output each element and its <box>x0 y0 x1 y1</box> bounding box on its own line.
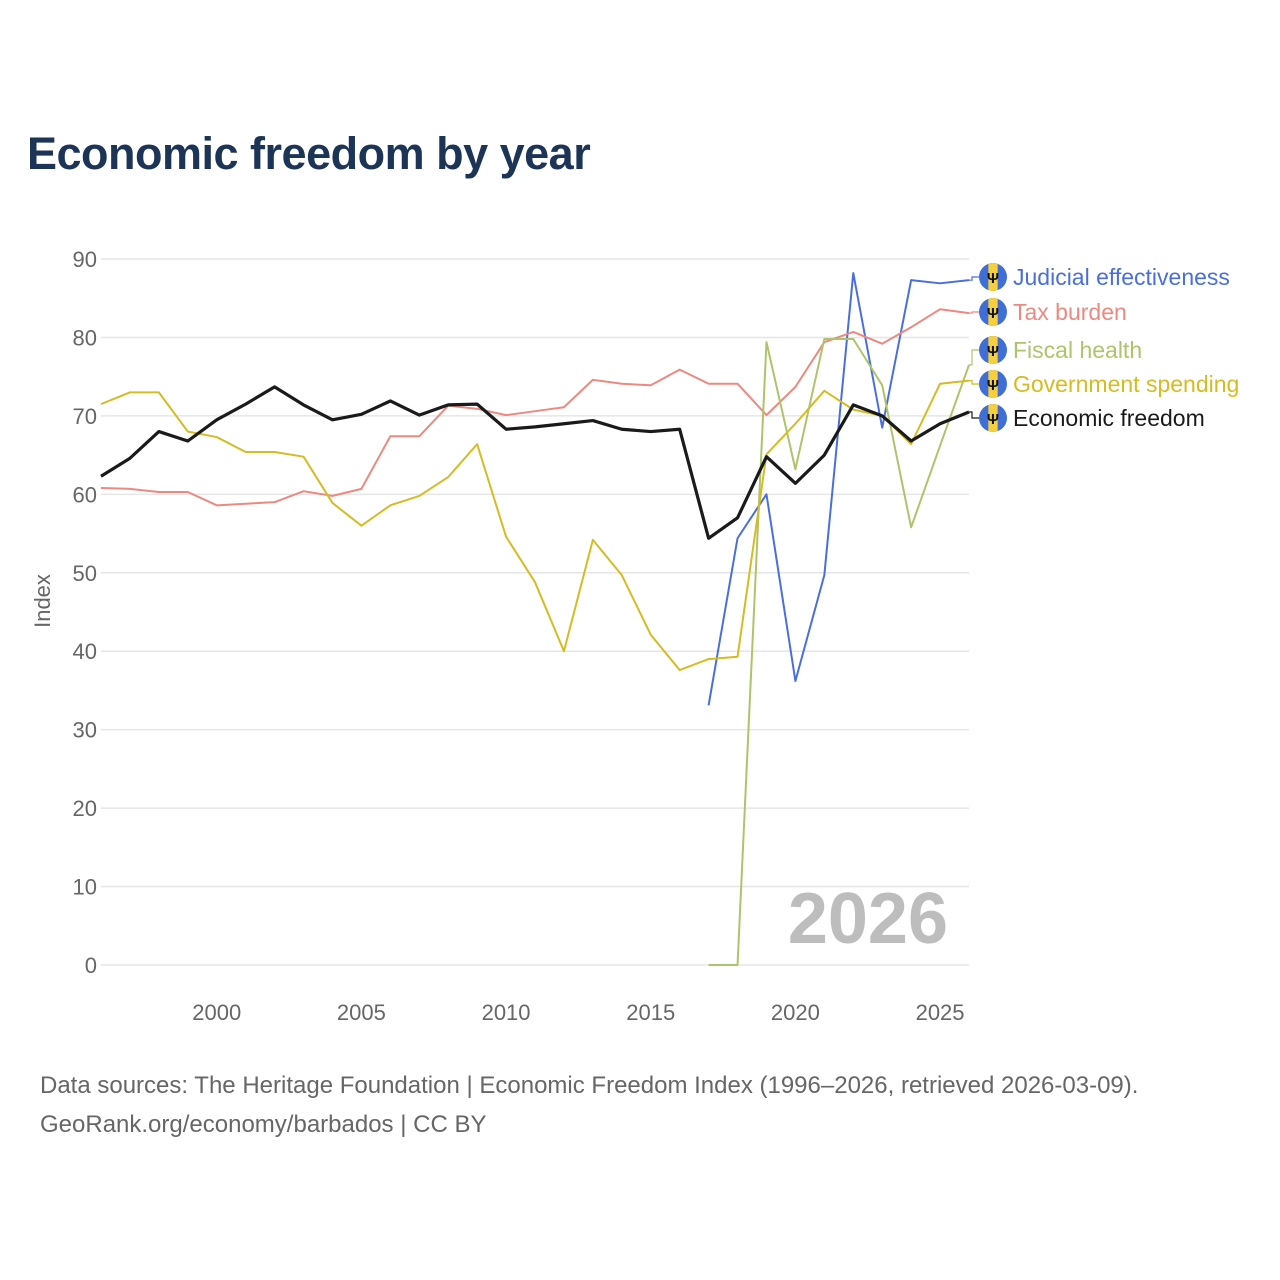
y-tick-label: 40 <box>73 639 97 664</box>
y-axis-label: Index <box>30 574 55 628</box>
y-tick-label: 10 <box>73 875 97 900</box>
svg-text:Ψ: Ψ <box>987 377 999 394</box>
y-tick-label: 50 <box>73 561 97 586</box>
svg-text:Ψ: Ψ <box>987 411 999 428</box>
legend-connector <box>969 379 979 385</box>
series-line-fiscal-health <box>708 338 970 966</box>
legend-item[interactable]: Ψ Tax burden <box>969 298 1127 326</box>
source-line-2[interactable]: GeoRank.org/economy/barbados | CC BY <box>40 1111 487 1138</box>
series-lines <box>100 272 970 966</box>
legend-item[interactable]: Ψ Economic freedom <box>969 404 1205 432</box>
x-tick-labels: 2000 2005 2010 2015 2020 2025 <box>192 1000 964 1025</box>
legend-label: Fiscal health <box>1013 337 1142 363</box>
x-tick-label: 2010 <box>482 1000 531 1025</box>
legend-item[interactable]: Ψ Judicial effectiveness <box>969 263 1230 291</box>
y-tick-label: 80 <box>73 325 97 350</box>
chart-title: Economic freedom by year <box>27 128 591 179</box>
x-tick-label: 2025 <box>916 1000 965 1025</box>
y-tick-label: 30 <box>73 718 97 743</box>
y-tick-label: 70 <box>73 404 97 429</box>
y-tick-label: 20 <box>73 796 97 821</box>
legend-connector <box>969 311 979 314</box>
svg-text:Ψ: Ψ <box>987 343 999 360</box>
series-line-judicial-effectiveness <box>707 272 970 706</box>
series-line-government-spending <box>100 379 970 672</box>
legend-label: Tax burden <box>1013 299 1127 325</box>
y-tick-label: 90 <box>73 247 97 272</box>
series-line-economic-freedom <box>100 385 970 540</box>
y-tick-label: 0 <box>85 953 97 978</box>
barbados-flag-icon: Ψ <box>979 298 1007 326</box>
legend-connector <box>969 411 979 419</box>
legend-item[interactable]: Ψ Fiscal health <box>969 336 1142 366</box>
barbados-flag-icon: Ψ <box>979 404 1007 432</box>
barbados-flag-icon: Ψ <box>979 263 1007 291</box>
svg-text:Ψ: Ψ <box>987 270 999 287</box>
source-note: Data sources: The Heritage Foundation | … <box>40 1066 1138 1144</box>
svg-text:Ψ: Ψ <box>987 305 999 322</box>
legend-connector <box>969 349 979 366</box>
y-tick-label: 60 <box>73 482 97 507</box>
gridlines <box>101 258 969 966</box>
year-watermark: 2026 <box>788 879 948 959</box>
barbados-flag-icon: Ψ <box>979 336 1007 364</box>
x-tick-label: 2020 <box>771 1000 820 1025</box>
legend: Ψ Judicial effectiveness Ψ Tax burden Ψ Fisca… <box>969 263 1239 432</box>
legend-connector <box>969 276 979 281</box>
y-tick-labels: 0 10 20 30 40 50 60 70 80 90 <box>73 247 97 978</box>
legend-label: Economic freedom <box>1013 405 1205 431</box>
source-line-1: Data sources: The Heritage Foundation | … <box>40 1072 1139 1099</box>
barbados-flag-icon: Ψ <box>979 370 1007 398</box>
legend-item[interactable]: Ψ Government spending <box>969 370 1239 398</box>
legend-label: Government spending <box>1013 371 1239 397</box>
x-tick-label: 2000 <box>192 1000 241 1025</box>
x-tick-label: 2005 <box>337 1000 386 1025</box>
x-tick-label: 2015 <box>626 1000 675 1025</box>
legend-label: Judicial effectiveness <box>1013 264 1230 290</box>
